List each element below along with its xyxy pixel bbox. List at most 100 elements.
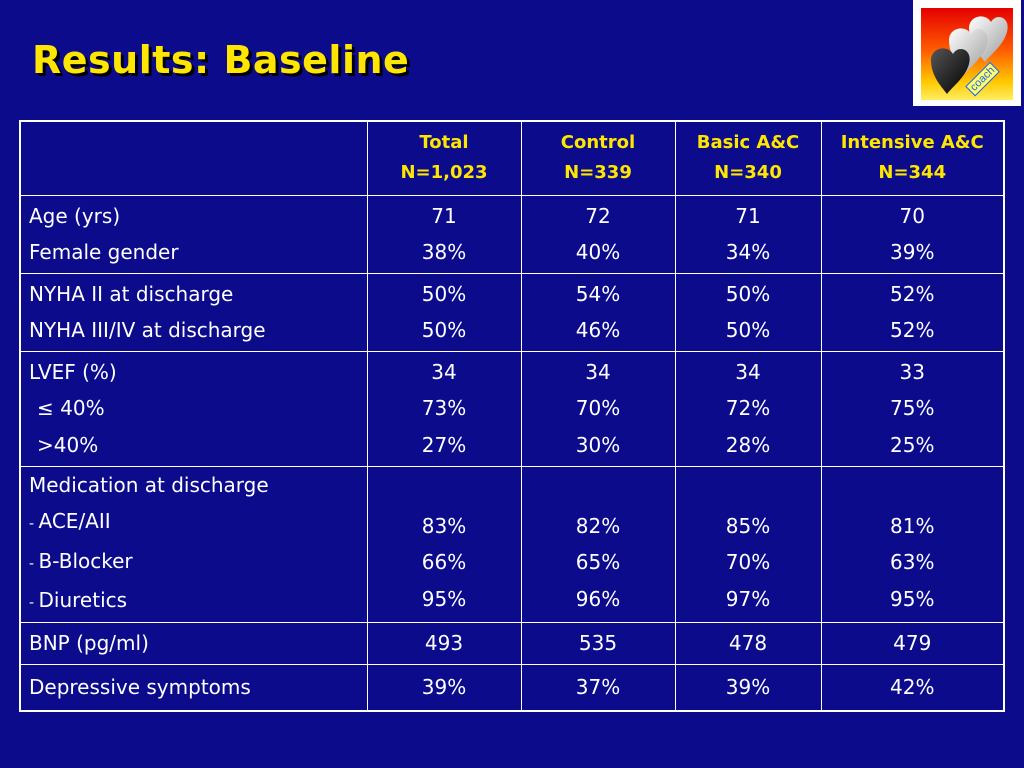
value-cell: 33 75% 25% bbox=[820, 350, 1005, 467]
cell-value: 38% bbox=[421, 240, 467, 264]
bullet-dash: - bbox=[29, 555, 39, 572]
value-cell: 71 34% bbox=[674, 194, 822, 274]
value-cell: 85% 70% 97% bbox=[674, 465, 822, 623]
cell-value: 50% bbox=[421, 318, 467, 342]
coach-logo: coach bbox=[913, 0, 1021, 106]
cell-value bbox=[830, 471, 996, 508]
row-label: LVEF (%) bbox=[29, 359, 117, 384]
value-cell: 479 bbox=[820, 621, 1005, 665]
value-cell: 71 38% bbox=[366, 194, 522, 274]
cell-value: 34 bbox=[735, 359, 761, 384]
cell-value: 52% bbox=[890, 318, 935, 342]
value-cell: 34 73% 27% bbox=[366, 350, 522, 467]
baseline-table: Total N=1,023 Control N=339 Basic A&C N=340… bbox=[19, 120, 1005, 712]
row-label-cell: Age (yrs) Female gender bbox=[19, 194, 368, 274]
cell-value: 71 bbox=[431, 203, 457, 228]
cell-value: 37% bbox=[575, 675, 621, 699]
row-label: NYHA III/IV at discharge bbox=[29, 318, 266, 342]
row-bnp: BNP (pg/ml) 493 535 478 479 bbox=[19, 621, 1005, 665]
cell-value: 42% bbox=[890, 675, 935, 699]
cell-value: 96% bbox=[575, 586, 621, 611]
value-cell: 50% 50% bbox=[674, 272, 822, 352]
cell-value: 28% bbox=[725, 432, 771, 457]
cell-value: 25% bbox=[890, 432, 935, 457]
cell-value: 70 bbox=[899, 203, 925, 228]
cell-value: 72% bbox=[725, 396, 771, 421]
value-cell: 81% 63% 95% bbox=[820, 465, 1005, 623]
cell-value: 50% bbox=[725, 318, 771, 342]
row-label-cell: Medication at discharge - ACE/AII - B-Bloc… bbox=[19, 465, 368, 623]
cell-value: 66% bbox=[421, 550, 467, 574]
row-label: Age (yrs) bbox=[29, 203, 121, 228]
row-label-cell: Depressive symptoms bbox=[19, 663, 368, 712]
header-total: Total N=1,023 bbox=[366, 120, 522, 196]
cell-value bbox=[376, 471, 513, 508]
value-cell: 54% 46% bbox=[520, 272, 676, 352]
value-cell: 42% bbox=[820, 663, 1005, 712]
row-label-cell: LVEF (%) ≤ 40% >40% bbox=[19, 350, 368, 467]
row-label: ACE/AII bbox=[38, 509, 111, 533]
cell-value: 493 bbox=[424, 630, 464, 655]
row-nyha: NYHA II at discharge NYHA III/IV at disch… bbox=[19, 272, 1005, 352]
cell-value: 72 bbox=[585, 203, 611, 228]
value-cell: 34 72% 28% bbox=[674, 350, 822, 467]
cell-value: 85% bbox=[725, 513, 771, 538]
row-medication: Medication at discharge - ACE/AII - B-Bloc… bbox=[19, 465, 1005, 623]
bullet-dash: - bbox=[29, 516, 39, 532]
value-cell: 52% 52% bbox=[820, 272, 1005, 352]
table-header-row: Total N=1,023 Control N=339 Basic A&C N=340… bbox=[19, 120, 1005, 196]
header-control: Control N=339 bbox=[520, 120, 676, 196]
header-basic-ac: Basic A&C N=340 bbox=[674, 120, 822, 196]
cell-value: 63% bbox=[890, 550, 935, 574]
cell-value: 39% bbox=[890, 240, 935, 264]
cell-value: 75% bbox=[890, 396, 935, 421]
value-cell: 50% 50% bbox=[366, 272, 522, 352]
cell-value: 65% bbox=[575, 550, 621, 574]
cell-value: 27% bbox=[421, 432, 467, 457]
header-intensive-ac: Intensive A&C N=344 bbox=[820, 120, 1005, 196]
value-cell: 535 bbox=[520, 621, 676, 665]
cell-value: 50% bbox=[421, 281, 467, 306]
cell-value: 39% bbox=[421, 675, 467, 699]
cell-value: 95% bbox=[890, 586, 935, 611]
row-label: ≤ 40% bbox=[37, 396, 105, 421]
value-cell: 82% 65% 96% bbox=[520, 465, 676, 623]
cell-value: 479 bbox=[893, 630, 932, 655]
cell-value: 54% bbox=[575, 281, 621, 306]
cell-value: 95% bbox=[421, 586, 467, 611]
cell-value: 478 bbox=[728, 630, 768, 655]
value-cell: 37% bbox=[520, 663, 676, 712]
value-cell: 39% bbox=[674, 663, 822, 712]
row-label-cell: BNP (pg/ml) bbox=[19, 621, 368, 665]
cell-value: 40% bbox=[575, 240, 621, 264]
row-age-gender: Age (yrs) Female gender 71 38% 72 40% 71 34% 70 3… bbox=[19, 194, 1005, 274]
row-label: >40% bbox=[37, 432, 99, 457]
cell-value: 71 bbox=[735, 203, 761, 228]
row-label: BNP (pg/ml) bbox=[29, 630, 149, 655]
row-label: Diuretics bbox=[38, 588, 128, 612]
cell-value: 39% bbox=[725, 675, 771, 699]
value-cell: 34 70% 30% bbox=[520, 350, 676, 467]
row-label: Medication at discharge bbox=[29, 472, 269, 497]
cell-value: 46% bbox=[575, 318, 621, 342]
cell-value: 73% bbox=[421, 396, 467, 421]
header-empty-cell bbox=[19, 120, 368, 196]
row-label: B-Blocker bbox=[38, 548, 133, 573]
value-cell: 478 bbox=[674, 621, 822, 665]
cell-value: 34 bbox=[585, 359, 611, 384]
row-label: Female gender bbox=[29, 240, 179, 264]
cell-value: 97% bbox=[725, 586, 771, 611]
row-label: NYHA II at discharge bbox=[29, 281, 234, 306]
cell-value bbox=[530, 471, 667, 508]
cell-value: 83% bbox=[421, 513, 467, 538]
cell-value: 82% bbox=[575, 513, 621, 538]
cell-value: 34% bbox=[725, 240, 771, 264]
cell-value: 34 bbox=[431, 359, 457, 384]
row-label: Depressive symptoms bbox=[29, 675, 251, 699]
value-cell: 493 bbox=[366, 621, 522, 665]
value-cell: 70 39% bbox=[820, 194, 1005, 274]
value-cell: 72 40% bbox=[520, 194, 676, 274]
row-label-cell: NYHA II at discharge NYHA III/IV at disch… bbox=[19, 272, 368, 352]
cell-value: 70% bbox=[575, 396, 621, 421]
hearts-icon bbox=[931, 16, 1008, 94]
